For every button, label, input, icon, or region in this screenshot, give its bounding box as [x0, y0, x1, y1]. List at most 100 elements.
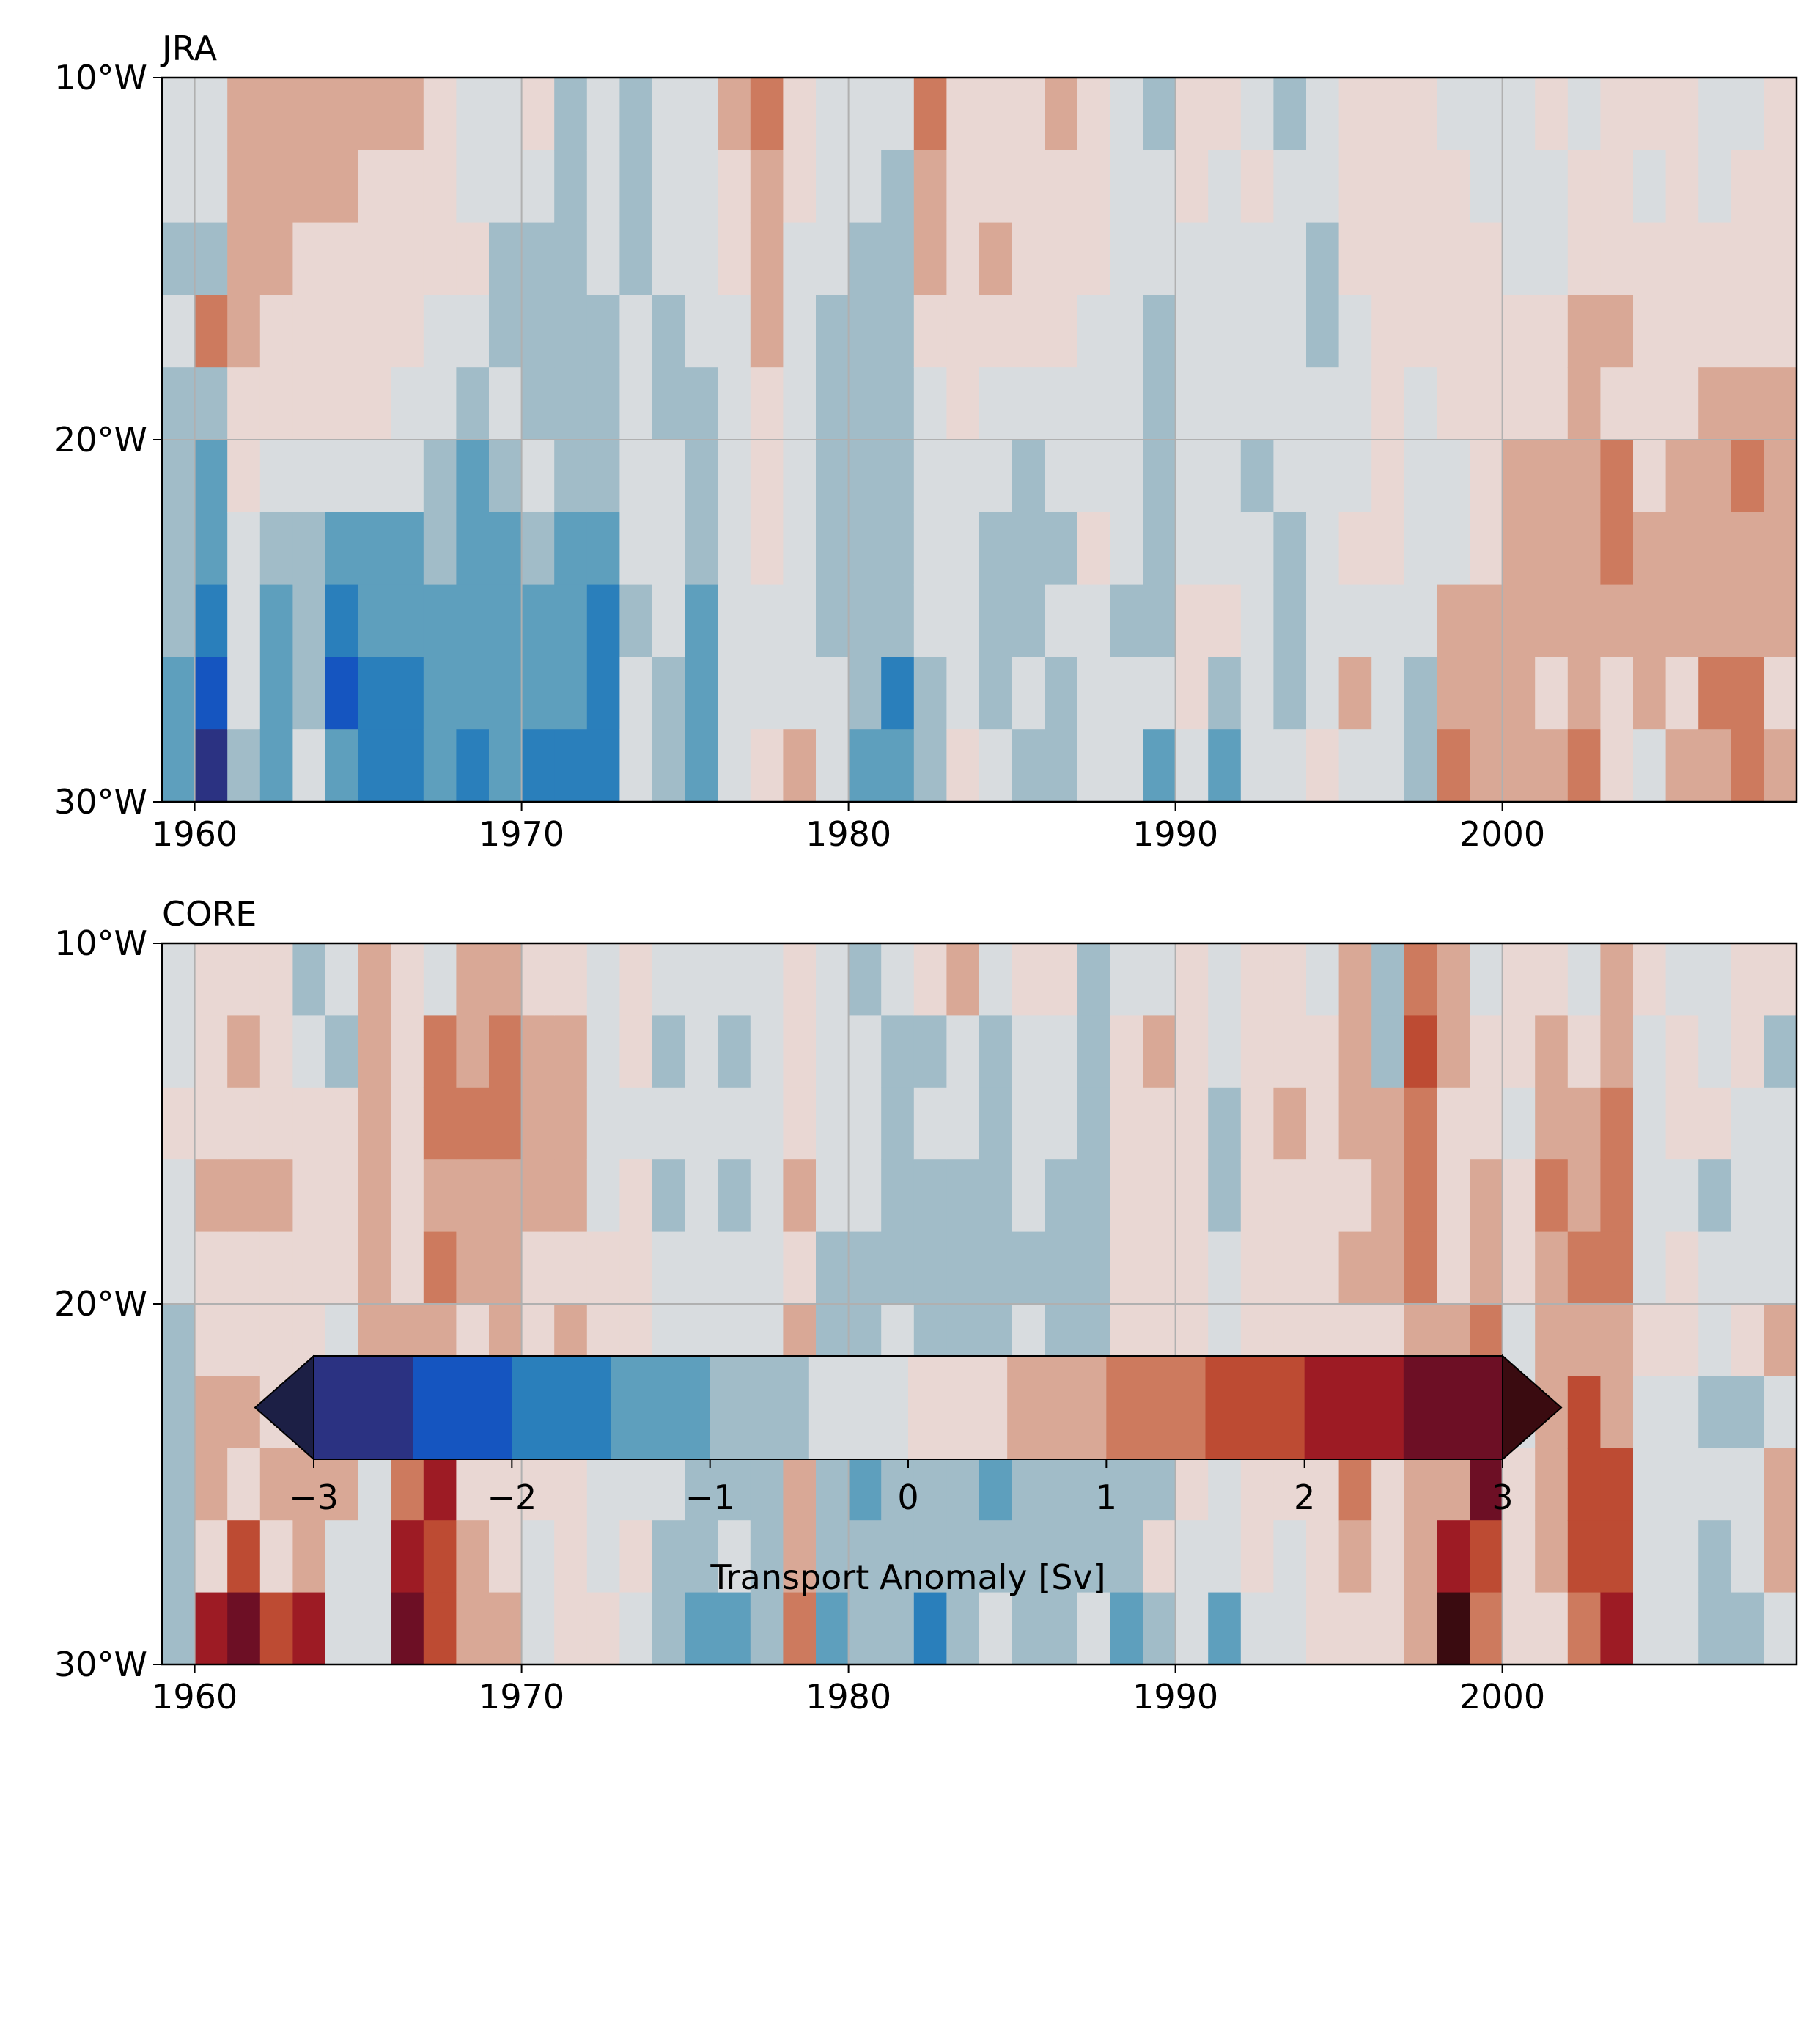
heat-cell — [521, 512, 555, 586]
heat-cell — [1077, 1087, 1110, 1160]
y-tick-label: 30°W — [54, 1645, 147, 1684]
heat-cell — [946, 78, 980, 151]
heat-cell — [685, 367, 718, 440]
heat-cell — [881, 78, 915, 151]
colorbar-swatch — [413, 1356, 512, 1459]
heat-cell — [162, 1231, 196, 1305]
heat-cell — [1338, 1592, 1372, 1665]
heat-cell — [750, 440, 784, 513]
heat-cell — [1371, 367, 1405, 440]
heat-cell — [1306, 295, 1340, 368]
heat-cell — [1338, 295, 1372, 368]
heat-cell — [1240, 78, 1274, 151]
heat-cell — [391, 150, 424, 224]
heat-cell — [1437, 1159, 1470, 1233]
heat-cell — [1567, 1376, 1601, 1449]
heat-cell — [750, 584, 784, 657]
heat-cell — [685, 222, 718, 295]
heat-cell — [292, 1231, 326, 1305]
heat-cell — [1698, 584, 1732, 657]
heat-cell — [521, 78, 555, 151]
heat-cell — [1665, 222, 1699, 295]
heat-cell — [1731, 729, 1764, 803]
heat-cell — [325, 657, 359, 730]
heat-cell — [783, 295, 817, 368]
heat-cell — [292, 222, 326, 295]
x-tick-label: 2000 — [1459, 1677, 1545, 1717]
heat-cell — [1404, 584, 1437, 657]
x-tick-label: 1980 — [806, 1677, 891, 1717]
heat-cell — [1175, 1231, 1209, 1305]
heat-cell — [489, 1015, 523, 1088]
heat-cell — [1110, 1087, 1143, 1160]
heat-cell — [1404, 1015, 1437, 1088]
heat-cell — [913, 1159, 947, 1233]
heat-cell — [391, 1159, 424, 1233]
heat-cell — [1143, 1015, 1176, 1088]
heat-cell — [1698, 1015, 1732, 1088]
heat-cell — [652, 1159, 686, 1233]
heat-cell — [1077, 1448, 1110, 1521]
heat-cell — [783, 367, 817, 440]
heat-cell — [1600, 1087, 1634, 1160]
heat-cell — [1338, 512, 1372, 586]
heat-cell — [1502, 440, 1536, 513]
heat-cell — [1404, 729, 1437, 803]
heat-cell — [423, 1592, 457, 1665]
colorbar-swatch — [314, 1356, 413, 1459]
heat-cell — [1764, 1592, 1797, 1665]
plot-frame — [161, 76, 1798, 803]
heat-cell — [489, 584, 523, 657]
heat-cell — [848, 1231, 882, 1305]
heat-cell — [1306, 150, 1340, 224]
heat-cell — [718, 729, 751, 803]
heat-cell — [1338, 1087, 1372, 1160]
heat-cell — [1764, 943, 1797, 1016]
heat-cell — [1600, 584, 1634, 657]
heat-cell — [1012, 943, 1045, 1016]
heat-cell — [325, 78, 359, 151]
heat-cell — [194, 1376, 228, 1449]
heat-cell — [1698, 295, 1732, 368]
heat-cell — [783, 1015, 817, 1088]
heat-cell — [783, 729, 817, 803]
heat-cell — [816, 150, 850, 224]
heat-cell — [1012, 1015, 1045, 1088]
heat-cell — [979, 1159, 1013, 1233]
heat-cell — [881, 1592, 915, 1665]
heat-cell — [1698, 657, 1732, 730]
heat-cell — [1371, 584, 1405, 657]
heat-cell — [292, 1520, 326, 1593]
heat-cell — [1600, 1304, 1634, 1376]
heat-cell — [391, 1015, 424, 1088]
heat-cell — [1045, 1087, 1078, 1160]
heat-cell — [1764, 1087, 1797, 1160]
heat-cell — [1600, 295, 1634, 368]
heat-cell — [946, 584, 980, 657]
heat-cell — [1404, 1592, 1437, 1665]
heat-cell — [554, 440, 588, 513]
heat-cell — [292, 150, 326, 224]
heat-cell — [848, 1592, 882, 1665]
heat-cell — [1045, 729, 1078, 803]
heat-cell — [1273, 440, 1307, 513]
heat-cell — [685, 512, 718, 586]
heat-cell — [1338, 78, 1372, 151]
heat-cell — [816, 1520, 850, 1593]
heat-cell — [1437, 1015, 1470, 1088]
heat-cell — [1633, 78, 1667, 151]
heat-cell — [1567, 657, 1601, 730]
heat-cell — [489, 78, 523, 151]
heat-cell — [292, 367, 326, 440]
heat-cell — [1470, 150, 1503, 224]
heat-cell — [946, 295, 980, 368]
heat-cell — [1502, 222, 1536, 295]
heat-cell — [1012, 584, 1045, 657]
heat-cell — [619, 1015, 653, 1088]
heat-cell — [391, 222, 424, 295]
heat-cell — [325, 1592, 359, 1665]
heat-cell — [1600, 150, 1634, 224]
heat-cell — [194, 943, 228, 1016]
heat-cell — [1240, 1159, 1274, 1233]
heat-cell — [1110, 150, 1143, 224]
